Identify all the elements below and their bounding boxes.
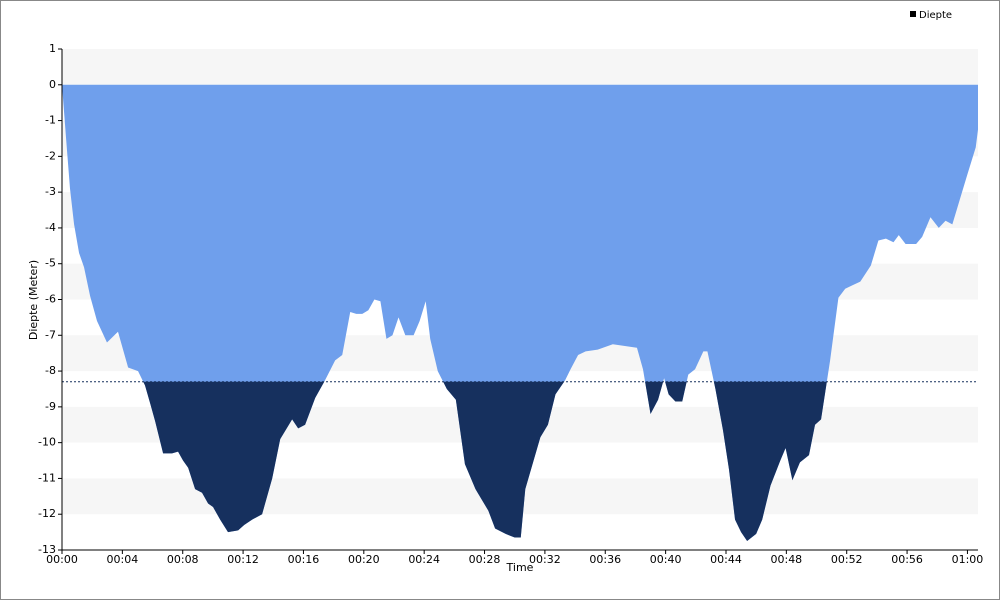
y-tick-label: 1: [49, 42, 56, 55]
y-tick-label: -2: [45, 149, 56, 162]
y-tick-label: -10: [38, 436, 56, 449]
deep-area: [143, 381, 827, 542]
y-tick-label: -9: [45, 400, 56, 413]
grid-band: [62, 49, 978, 85]
x-tick-label: 00:28: [469, 553, 501, 566]
x-tick-label: 00:04: [107, 553, 139, 566]
x-tick-label: 00:52: [831, 553, 863, 566]
y-tick-label: -1: [45, 114, 56, 127]
y-tick-label: -13: [38, 543, 56, 556]
x-tick-label: 00:16: [288, 553, 320, 566]
y-tick-label: 0: [49, 78, 56, 91]
y-axis-label: Diepte (Meter): [27, 260, 40, 340]
x-tick-label: 00:48: [770, 553, 802, 566]
x-tick-label: 00:08: [167, 553, 199, 566]
y-tick-label: -11: [38, 471, 56, 484]
y-tick-label: -4: [45, 221, 56, 234]
y-tick-label: -12: [38, 507, 56, 520]
x-tick-label: 00:12: [227, 553, 259, 566]
x-tick-label: 00:24: [408, 553, 440, 566]
y-tick-label: -8: [45, 364, 56, 377]
y-tick-label: -7: [45, 328, 56, 341]
legend-label: Diepte: [919, 10, 952, 21]
legend-swatch: [910, 11, 916, 17]
x-tick-label: 00:40: [650, 553, 682, 566]
x-axis-label: Time: [506, 561, 534, 574]
x-tick-label: 01:00: [952, 553, 984, 566]
x-tick-label: 00:36: [589, 553, 621, 566]
x-tick-label: 00:00: [46, 553, 78, 566]
y-tick-label: -5: [45, 257, 56, 270]
x-tick-label: 00:32: [529, 553, 561, 566]
x-tick-label: 00:44: [710, 553, 742, 566]
y-tick-label: -6: [45, 293, 56, 306]
x-tick-label: 00:20: [348, 553, 380, 566]
y-tick-label: -3: [45, 185, 56, 198]
x-tick-label: 00:56: [891, 553, 923, 566]
